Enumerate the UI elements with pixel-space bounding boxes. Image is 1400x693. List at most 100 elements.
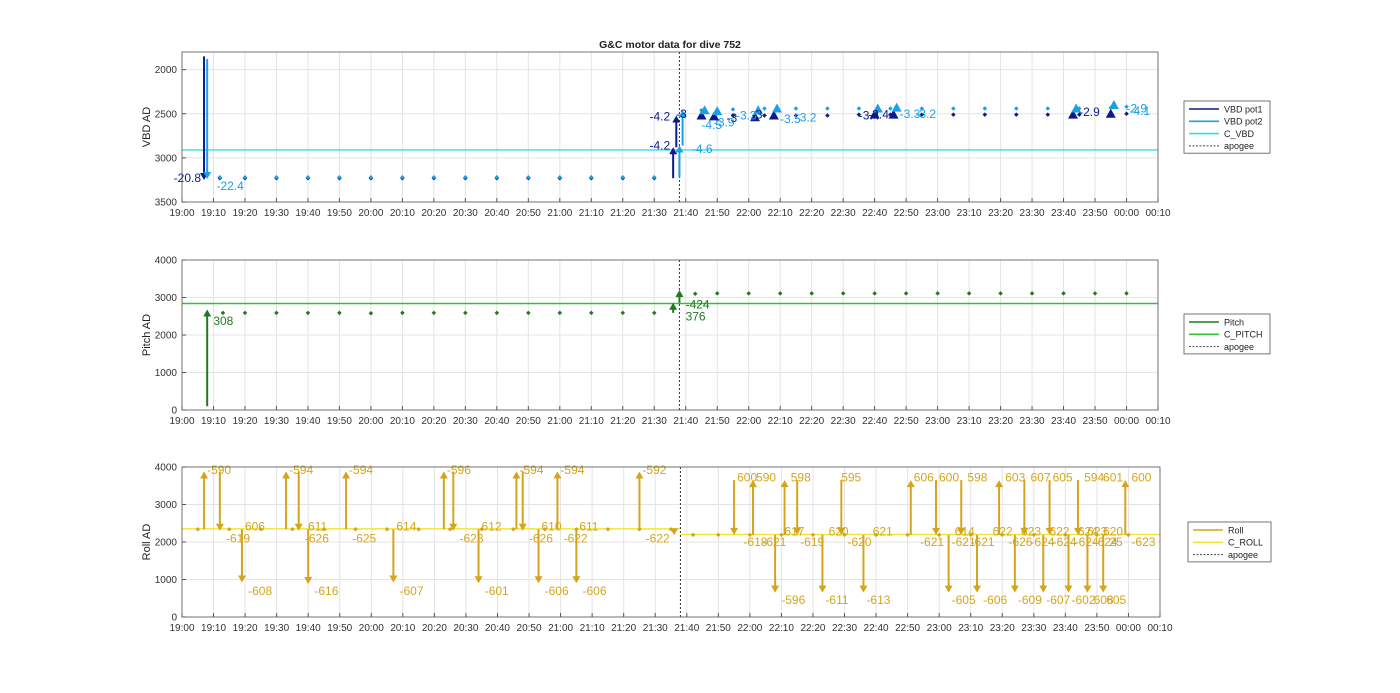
vbd-arrow-head — [203, 172, 212, 180]
roll-arrow-head — [957, 527, 966, 535]
pitch-ytick-label: 2000 — [155, 331, 178, 342]
vbd-xtick-label: 23:40 — [1051, 208, 1076, 219]
vbd-xtick-label: 23:00 — [925, 208, 950, 219]
roll-panel: -590-619606-608-594-626611-616-594-62561… — [141, 463, 1272, 634]
vbd-value-label: -4.5 — [701, 118, 722, 132]
vbd-xtick-label: 19:50 — [327, 208, 352, 219]
roll-value-label: -596 — [781, 593, 805, 607]
pitch-value-label: -424 — [686, 297, 710, 311]
roll-ytick-label: 4000 — [155, 463, 178, 474]
roll-xtick-label: 21:20 — [611, 623, 636, 634]
roll-arrow-head — [818, 585, 827, 593]
roll-value-label: -624 — [1030, 535, 1054, 549]
roll-xtick-label: 00:00 — [1116, 623, 1141, 634]
vbd-value-label: -3.3 — [900, 107, 921, 121]
roll-arrow-head — [1045, 527, 1054, 535]
vbd-xtick-label: 20:50 — [516, 208, 541, 219]
vbd-marker — [1105, 108, 1116, 118]
vbd-marker — [753, 105, 764, 115]
roll-data-point — [716, 532, 721, 538]
roll-arrow-head — [572, 576, 581, 584]
pitch-xtick-label: 19:30 — [264, 416, 289, 427]
roll-arrow-head — [215, 523, 224, 531]
pitch-xtick-label: 23:40 — [1051, 416, 1076, 427]
roll-value-label: 620 — [829, 525, 849, 539]
roll-data-point — [637, 526, 642, 532]
roll-xtick-label: 23:30 — [1021, 623, 1046, 634]
figure-title: G&C motor data for dive 752 — [599, 39, 741, 51]
roll-value-label: 590 — [756, 471, 776, 485]
pitch-xtick-label: 22:10 — [768, 416, 793, 427]
roll-xtick-label: 19:20 — [233, 623, 258, 634]
pitch-xtick-label: 22:00 — [736, 416, 761, 427]
pitch-xtick-label: 21:00 — [547, 416, 572, 427]
roll-xtick-label: 19:40 — [296, 623, 321, 634]
roll-xtick-label: 21:10 — [580, 623, 605, 634]
roll-value-label: -624 — [1094, 535, 1118, 549]
roll-arrow-head — [635, 471, 644, 479]
pitch-ytick-label: 3000 — [155, 293, 178, 304]
vbd-legend-label: VBD pot2 — [1224, 117, 1263, 127]
roll-data-point — [968, 532, 973, 538]
roll-arrow-head — [518, 523, 527, 531]
vbd-xtick-label: 21:20 — [610, 208, 635, 219]
roll-arrow-head — [793, 527, 802, 535]
roll-xtick-label: 22:40 — [864, 623, 889, 634]
roll-arrow-head — [730, 527, 739, 535]
roll-value-label: 622 — [993, 525, 1013, 539]
roll-xtick-label: 19:30 — [264, 623, 289, 634]
roll-data-point — [447, 526, 453, 532]
roll-arrow-head — [1083, 585, 1092, 593]
pitch-arrow-head — [669, 302, 678, 310]
roll-xtick-label: 22:10 — [769, 623, 794, 634]
roll-value-label: 606 — [914, 471, 934, 485]
roll-xtick-label: 19:00 — [169, 623, 194, 634]
vbd-xtick-label: 22:20 — [799, 208, 824, 219]
vbd-xtick-label: 22:00 — [736, 208, 761, 219]
vbd-marker — [1071, 103, 1082, 113]
pitch-data-point — [651, 310, 657, 316]
roll-value-label: -592 — [642, 463, 666, 477]
roll-value-label: -624 — [1075, 535, 1099, 549]
roll-value-label: 611 — [579, 519, 598, 533]
vbd-value-label: -4.2 — [649, 109, 670, 123]
roll-ytick-label: 2000 — [155, 538, 178, 549]
roll-value-label: 608 — [1094, 593, 1114, 607]
vbd-data-point — [1045, 112, 1051, 117]
roll-value-label: -613 — [866, 593, 890, 607]
pitch-ylabel: Pitch AD — [141, 314, 153, 356]
pitch-data-point — [242, 310, 248, 316]
pitch-xtick-label: 23:10 — [957, 416, 982, 427]
pitch-data-point — [1092, 291, 1098, 296]
roll-value-label: 598 — [791, 471, 811, 485]
roll-data-point — [873, 532, 879, 538]
vbd-xtick-label: 19:10 — [201, 208, 226, 219]
vbd-arrow-head — [669, 147, 678, 155]
vbd-xtick-label: 22:30 — [831, 208, 856, 219]
vbd-value-label: -3.4 — [859, 109, 880, 123]
roll-value-label: 622 — [1049, 525, 1069, 539]
roll-value-label: -594 — [349, 463, 373, 477]
roll-legend-label: Roll — [1228, 525, 1244, 535]
roll-value-label: -606 — [983, 593, 1007, 607]
roll-legend-label: apogee — [1228, 550, 1258, 560]
roll-value-label: 594 — [1084, 471, 1104, 485]
roll-data-point — [690, 532, 696, 538]
roll-xtick-label: 20:50 — [517, 623, 542, 634]
roll-xtick-label: 23:10 — [958, 623, 983, 634]
pitch-xtick-label: 21:10 — [579, 416, 604, 427]
vbd-data-point — [368, 175, 374, 180]
vbd-xtick-label: 00:00 — [1114, 208, 1139, 219]
vbd-ytick-label: 3500 — [155, 198, 178, 209]
pitch-data-point — [935, 291, 940, 296]
roll-xtick-label: 21:00 — [548, 623, 573, 634]
pitch-arrow-head — [675, 290, 684, 297]
roll-arrow-head — [449, 523, 458, 531]
roll-value-label: -623 — [459, 531, 483, 545]
roll-xtick-label: 20:10 — [390, 623, 415, 634]
roll-data-point — [290, 526, 295, 532]
vbd-marker — [772, 103, 783, 113]
pitch-xtick-label: 23:00 — [925, 416, 950, 427]
roll-value-label: 620 — [1103, 525, 1123, 539]
pitch-data-point — [526, 310, 531, 316]
